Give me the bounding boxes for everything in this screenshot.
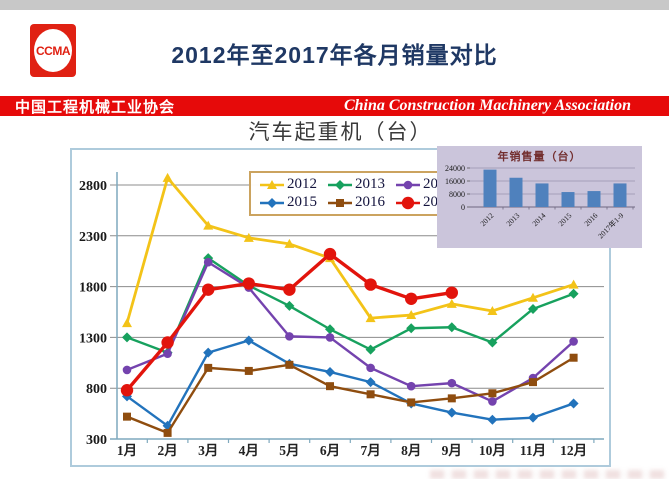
svg-text:12月: 12月: [560, 443, 587, 458]
legend-swatch-icon: [328, 198, 352, 207]
svg-text:1月: 1月: [117, 443, 137, 458]
association-banner: 中国工程机械工业协会 China Construction Machinery …: [0, 96, 669, 116]
chart-title: 汽车起重机（台）: [248, 120, 433, 144]
banner-english-name: China Construction Machinery Association: [343, 97, 631, 114]
legend-label: 2013: [355, 176, 385, 192]
bar-chart: 0 8000 16000 24000 2012 2013 2014 2015 20162017年…: [445, 164, 635, 240]
inset-chart-title: 年销售量（台）: [497, 151, 582, 163]
svg-text:2月: 2月: [157, 443, 177, 458]
svg-text:2017年1-9: 2017年1-9: [595, 210, 625, 240]
svg-text:9月: 9月: [442, 443, 462, 458]
svg-text:7月: 7月: [360, 443, 380, 458]
svg-text:800: 800: [86, 382, 107, 397]
svg-text:3月: 3月: [198, 443, 218, 458]
logo-text: CCMA: [36, 43, 71, 58]
svg-text:2800: 2800: [79, 179, 107, 194]
svg-text:300: 300: [86, 433, 107, 448]
svg-text:10月: 10月: [479, 443, 506, 458]
svg-text:2013: 2013: [504, 211, 521, 228]
banner-chinese-name: 中国工程机械工业协会: [15, 98, 176, 116]
svg-text:16000: 16000: [445, 177, 465, 186]
svg-text:11月: 11月: [520, 443, 546, 458]
legend-item-2013: 2013: [327, 176, 385, 193]
top-gray-strip: [0, 0, 669, 10]
svg-text:6月: 6月: [320, 443, 340, 458]
legend-item-2012: 2012: [259, 176, 317, 193]
svg-text:8000: 8000: [449, 190, 465, 199]
svg-text:2300: 2300: [79, 230, 107, 245]
legend-swatch-icon: [328, 179, 352, 190]
svg-text:4月: 4月: [239, 443, 259, 458]
legend-swatch-icon: [260, 197, 284, 208]
svg-text:5月: 5月: [279, 443, 299, 458]
svg-text:1800: 1800: [79, 281, 107, 296]
logo-ellipse: CCMA: [34, 29, 72, 72]
legend-swatch-icon: [260, 179, 284, 189]
svg-text:8月: 8月: [401, 443, 421, 458]
legend-item-2015: 2015: [259, 194, 317, 211]
svg-text:2014: 2014: [530, 211, 547, 228]
line-chart: 300 800 1300 1800 2300 2800 1月 2月 3月 4月 5月 6月 7月 8月 9月…: [79, 172, 604, 458]
svg-text:1300: 1300: [79, 331, 107, 346]
legend-swatch-icon: [396, 196, 420, 209]
svg-text:0: 0: [461, 203, 465, 212]
svg-text:2012: 2012: [478, 211, 495, 228]
legend-label: 2016: [355, 194, 385, 210]
cropped-watermark: [430, 470, 666, 479]
svg-text:24000: 24000: [445, 164, 465, 173]
legend-swatch-icon: [396, 180, 420, 189]
inset-bar-panel: 年销售量（台） 0 8000 16000 24000 2012 2013 2014 2015 2…: [437, 146, 642, 248]
ccma-logo: CCMA: [30, 24, 76, 77]
legend-label: 2012: [287, 176, 317, 192]
page-title: 2012年至2017年各月销量对比: [171, 42, 498, 68]
legend-item-2016: 2016: [327, 194, 385, 211]
legend-label: 2015: [287, 194, 317, 210]
svg-text:2016: 2016: [582, 211, 599, 228]
svg-text:2015: 2015: [556, 211, 573, 228]
